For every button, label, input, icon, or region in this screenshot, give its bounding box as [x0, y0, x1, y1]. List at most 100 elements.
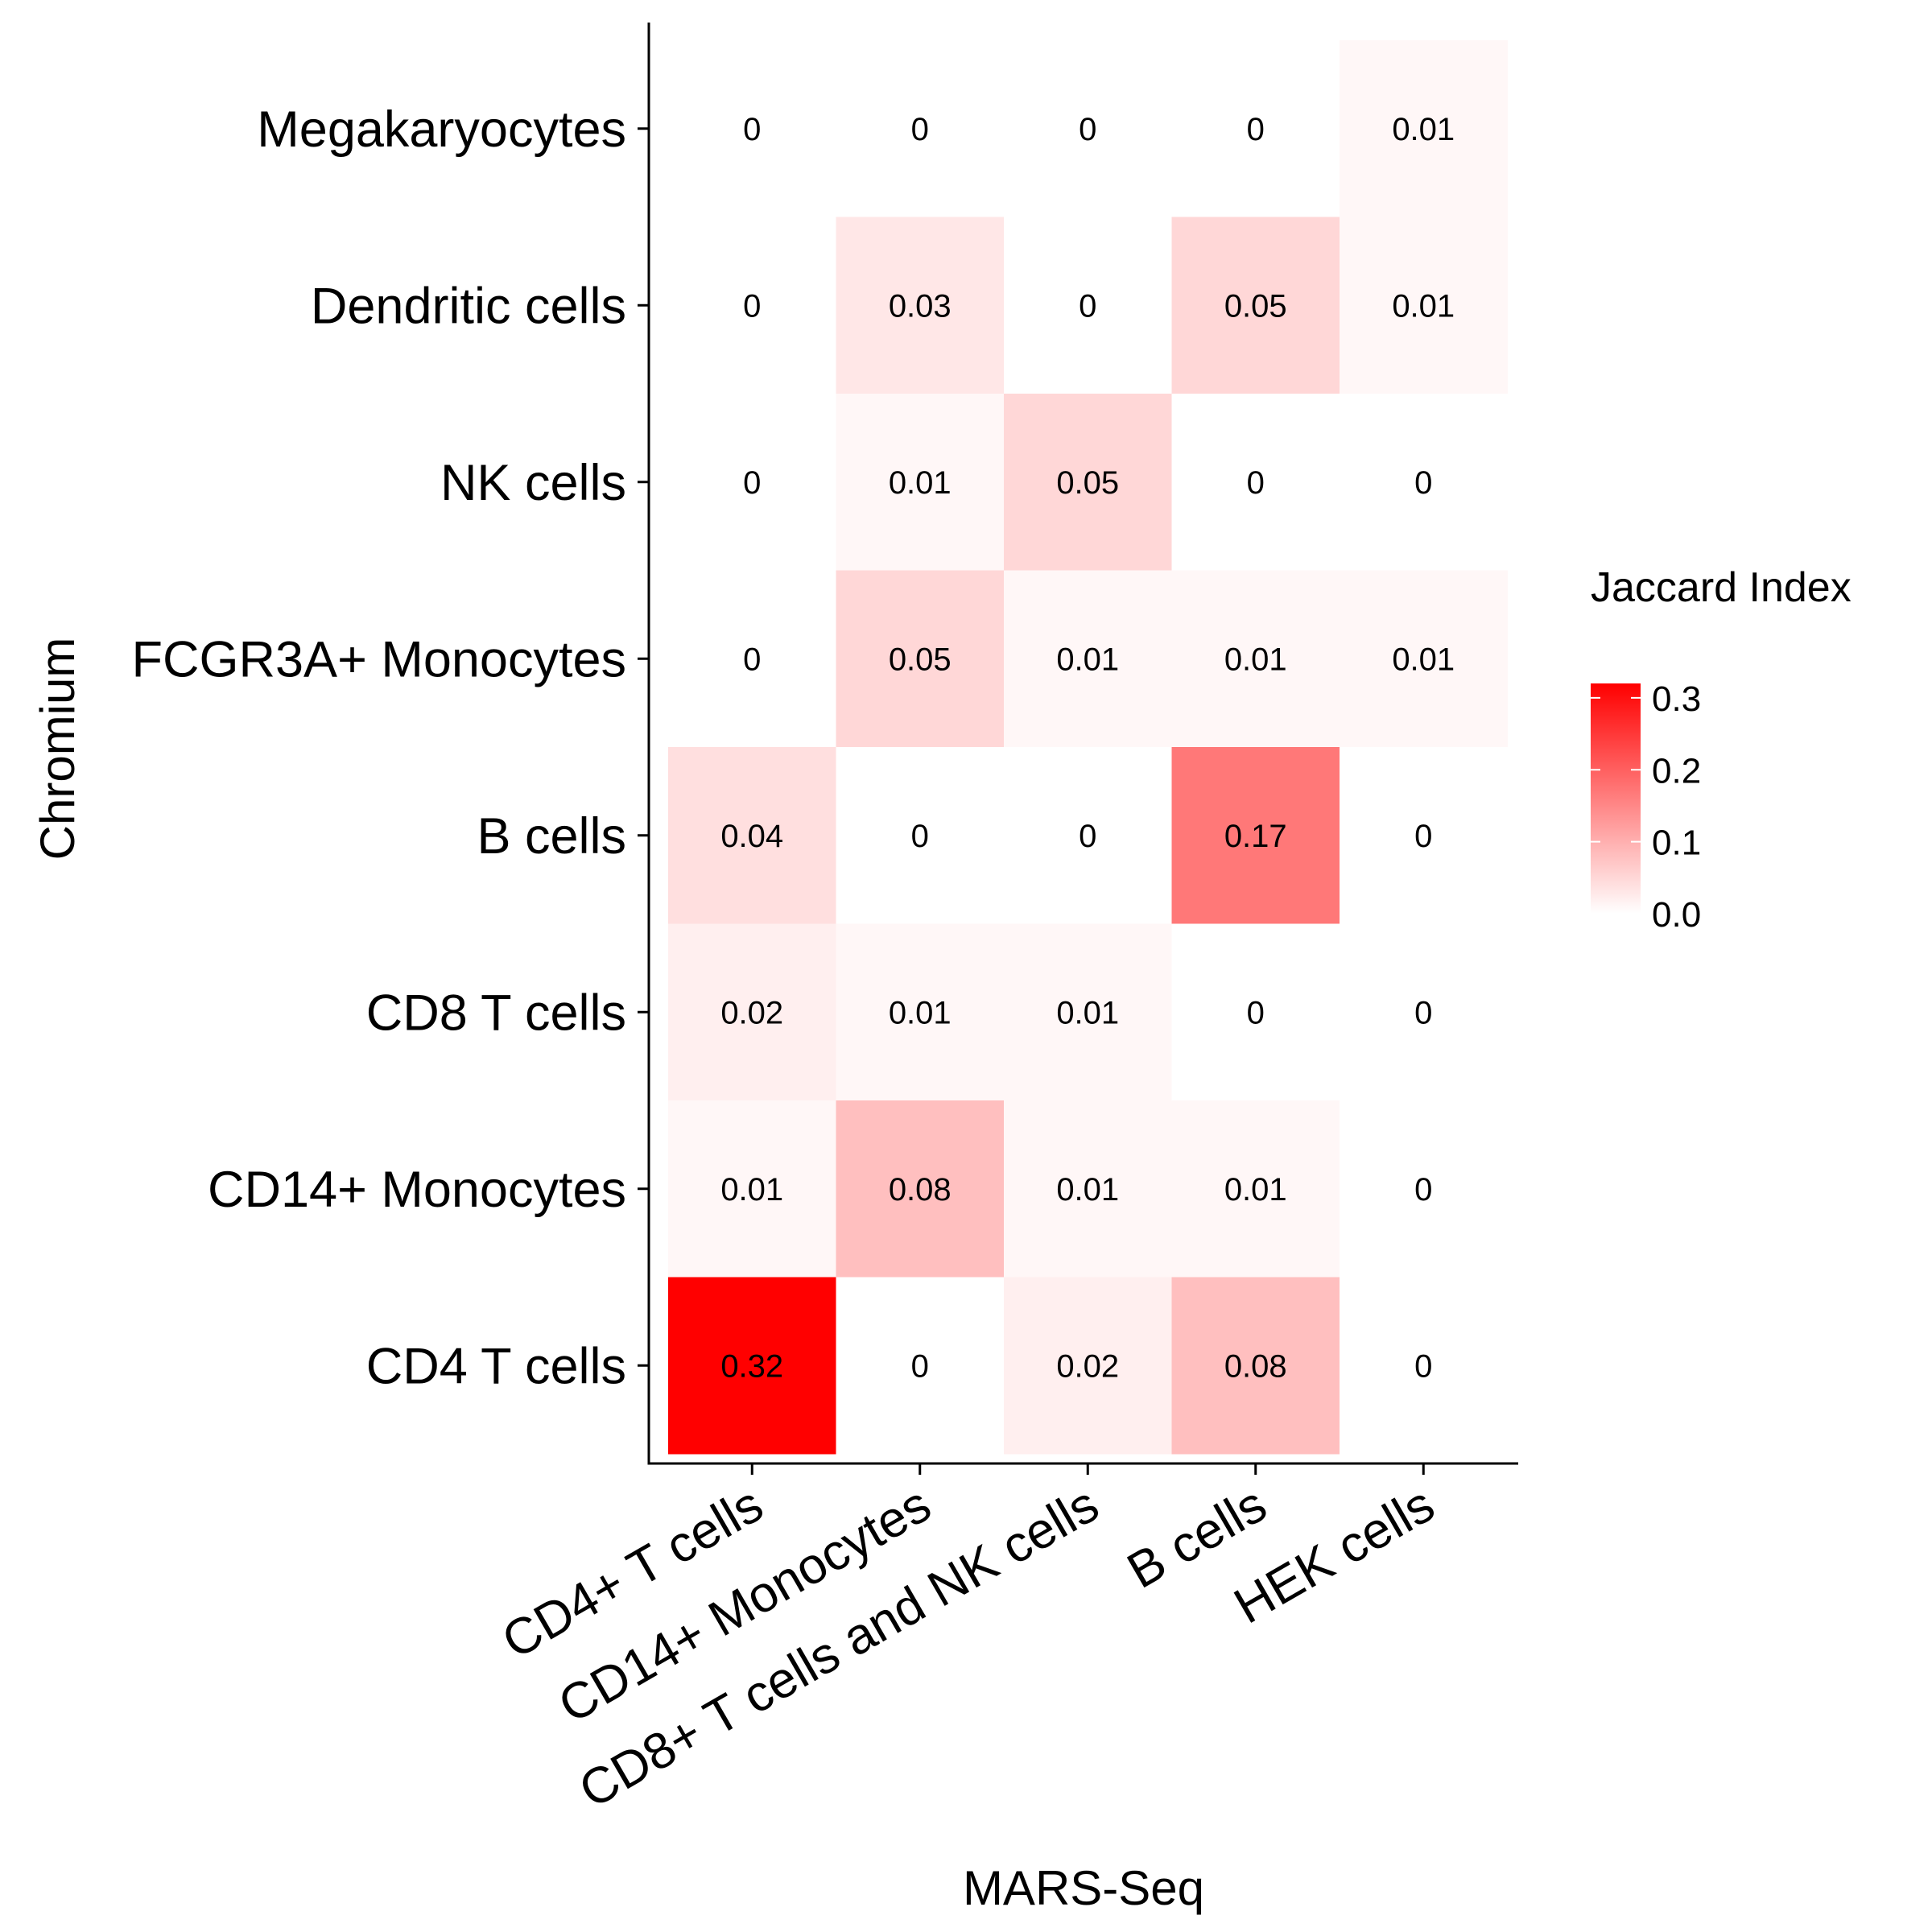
cell-value-label: 0 [743, 642, 761, 677]
heatmap-cell-b-cells-hek-cells [1340, 747, 1508, 924]
heatmap-cell-cd14-monocytes-cd8-t-cells-and-nk-cells [1004, 1100, 1172, 1278]
heatmap-cell-cd4-t-cells-hek-cells [1340, 1277, 1508, 1455]
heatmap-cell-nk-cells-hek-cells [1340, 394, 1508, 571]
heatmap-cell-megakaryocytes-cd14-monocytes [836, 40, 1005, 217]
y-tick-label-cd8-t-cells: CD8 T cells [366, 985, 626, 1041]
heatmap-cell-dendritic-cells-cd8-t-cells-and-nk-cells [1004, 217, 1172, 394]
heatmap-cell-fcgr3a-monocytes-cd4-t-cells [668, 570, 836, 748]
y-tick-label-nk-cells: NK cells [440, 455, 626, 511]
heatmap-cell-nk-cells-cd14-monocytes [836, 394, 1005, 571]
heatmap-cell-cd4-t-cells-cd14-monocytes [836, 1277, 1005, 1455]
y-tick-label-dendritic-cells: Dendritic cells [311, 278, 626, 334]
heatmap-cell-cd8-t-cells-hek-cells [1340, 923, 1508, 1101]
cell-value-label: 0 [1247, 995, 1265, 1030]
legend-tick-label: 0.2 [1652, 751, 1701, 791]
heatmap-cell-dendritic-cells-cd14-monocytes [836, 217, 1005, 394]
cell-value-label: 0 [1414, 1172, 1432, 1208]
cell-value-label: 0.01 [1056, 642, 1119, 677]
heatmap-cell-cd14-monocytes-b-cells [1171, 1100, 1340, 1278]
heatmap-cells [668, 40, 1508, 1455]
heatmap-cell-cd14-monocytes-cd4-t-cells [668, 1100, 836, 1278]
heatmap-cell-cd4-t-cells-cd4-t-cells [668, 1277, 836, 1455]
y-tick-label-cd14-monocytes: CD14+ Monocytes [208, 1162, 626, 1218]
cell-value-label: 0.01 [889, 995, 952, 1030]
heatmap-cell-b-cells-cd14-monocytes [836, 747, 1005, 924]
cell-value-label: 0.01 [1392, 112, 1455, 147]
y-tick-label-fcgr3a-monocytes: FCGR3A+ Monocytes [132, 631, 626, 687]
legend-tick-label: 0.0 [1652, 895, 1701, 935]
heatmap-cell-fcgr3a-monocytes-cd8-t-cells-and-nk-cells [1004, 570, 1172, 748]
cell-value-label: 0.05 [889, 642, 952, 677]
cell-value-label: 0 [1079, 112, 1096, 147]
cell-value-label: 0.01 [889, 465, 952, 501]
heatmap-cell-dendritic-cells-hek-cells [1340, 217, 1508, 394]
heatmap-cell-cd4-t-cells-b-cells [1171, 1277, 1340, 1455]
cell-value-label: 0.04 [720, 819, 783, 854]
cell-value-label: 0 [743, 465, 761, 501]
cell-value-label: 0 [911, 112, 929, 147]
cell-value-label: 0.01 [1056, 1172, 1119, 1208]
cell-value-label: 0 [1247, 112, 1265, 147]
cell-value-label: 0.02 [1056, 1348, 1119, 1384]
cell-value-label: 0.08 [1224, 1348, 1287, 1384]
cell-value-label: 0.05 [1224, 288, 1287, 324]
cell-value-label: 0 [1079, 288, 1096, 324]
heatmap-cell-cd8-t-cells-cd14-monocytes [836, 923, 1005, 1101]
cell-value-label: 0.32 [720, 1348, 783, 1384]
y-tick-label-b-cells: B cells [477, 808, 626, 865]
heatmap-cell-megakaryocytes-hek-cells [1340, 40, 1508, 217]
heatmap-cell-labels: 0 0 0 0 0.01 0 0.03 0 0.05 0.01 0 0.01 0.05 0 0 0 0.05 0.… [720, 112, 1455, 1385]
axes [647, 23, 1518, 1465]
heatmap-cell-cd14-monocytes-cd14-monocytes [836, 1100, 1005, 1278]
cell-value-label: 0 [911, 1348, 929, 1384]
cell-value-label: 0.01 [1224, 642, 1287, 677]
legend-title: Jaccard Index [1591, 564, 1852, 611]
cell-value-label: 0.05 [1056, 465, 1119, 501]
heatmap-cell-cd8-t-cells-cd8-t-cells-and-nk-cells [1004, 923, 1172, 1101]
cell-value-label: 0 [743, 112, 761, 147]
heatmap-cell-b-cells-b-cells [1171, 747, 1340, 924]
legend-tick-label: 0.3 [1652, 679, 1701, 719]
cell-value-label: 0 [1414, 1348, 1432, 1384]
heatmap-cell-megakaryocytes-b-cells [1171, 40, 1340, 217]
heatmap-cell-b-cells-cd8-t-cells-and-nk-cells [1004, 747, 1172, 924]
heatmap-cell-dendritic-cells-cd4-t-cells [668, 217, 836, 394]
cell-value-label: 0 [1414, 819, 1432, 854]
heatmap-cell-megakaryocytes-cd8-t-cells-and-nk-cells [1004, 40, 1172, 217]
heatmap-cell-fcgr3a-monocytes-b-cells [1171, 570, 1340, 748]
heatmap-cell-nk-cells-cd4-t-cells [668, 394, 836, 571]
cell-value-label: 0.17 [1224, 819, 1287, 854]
y-tick-label-cd4-t-cells: CD4 T cells [366, 1338, 626, 1394]
heatmap-cell-b-cells-cd4-t-cells [668, 747, 836, 924]
cell-value-label: 0 [911, 819, 929, 854]
heatmap-cell-fcgr3a-monocytes-cd14-monocytes [836, 570, 1005, 748]
legend-ticks: 0.0 0.1 0.2 0.3 [1591, 679, 1701, 935]
heatmap-cell-cd14-monocytes-hek-cells [1340, 1100, 1508, 1278]
y-axis-title: Chromium [31, 638, 85, 861]
heatmap-cell-dendritic-cells-b-cells [1171, 217, 1340, 394]
cell-value-label: 0.01 [1056, 995, 1119, 1030]
cell-value-label: 0.01 [1392, 642, 1455, 677]
cell-value-label: 0.08 [889, 1172, 952, 1208]
cell-value-label: 0.01 [1392, 288, 1455, 324]
cell-value-label: 0 [1247, 465, 1265, 501]
x-axis-title: MARS-Seq [963, 1861, 1204, 1915]
cell-value-label: 0 [743, 288, 761, 324]
cell-value-label: 0.01 [720, 1172, 783, 1208]
cell-value-label: 0.01 [1224, 1172, 1287, 1208]
color-legend: Jaccard Index 0.0 0.1 0.2 0.3 [1591, 564, 1852, 935]
y-tick-label-megakaryocytes: Megakaryocytes [257, 101, 626, 158]
cell-value-label: 0 [1414, 465, 1432, 501]
heatmap-cell-nk-cells-b-cells [1171, 394, 1340, 571]
heatmap-cell-cd8-t-cells-cd4-t-cells [668, 923, 836, 1101]
cell-value-label: 0 [1079, 819, 1096, 854]
heatmap-cell-fcgr3a-monocytes-hek-cells [1340, 570, 1508, 748]
cell-value-label: 0 [1414, 995, 1432, 1030]
heatmap-cell-cd8-t-cells-b-cells [1171, 923, 1340, 1101]
cell-value-label: 0.02 [720, 995, 783, 1030]
heatmap-cell-megakaryocytes-cd4-t-cells [668, 40, 836, 217]
legend-colorbar [1591, 683, 1641, 914]
y-axis-ticks: Megakaryocytes Dendritic cells NK cells FCG… [132, 101, 649, 1394]
